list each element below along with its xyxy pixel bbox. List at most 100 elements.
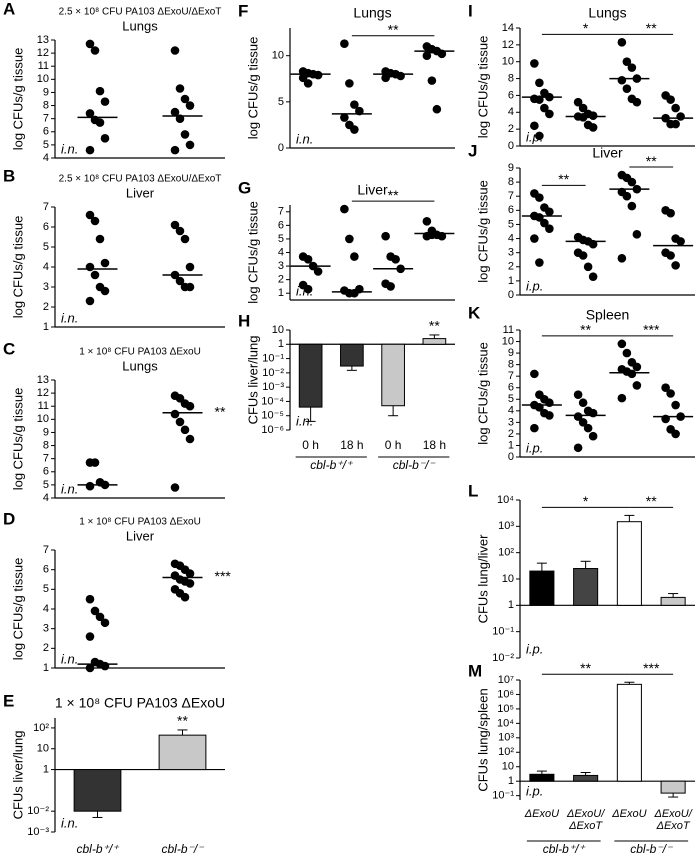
y-tick-label: 14 (502, 22, 514, 34)
route-note: i.n. (61, 815, 78, 830)
data-dot (530, 59, 539, 68)
data-dot (622, 191, 632, 201)
bar (660, 780, 686, 794)
panel-letter: H (238, 311, 250, 330)
x-tick-label: ΔExoU (524, 808, 560, 820)
y-tick-label: 3 (278, 260, 284, 272)
x-tick-label: 0 h (385, 438, 402, 452)
data-dot (90, 606, 100, 616)
y-tick-label: 10 (37, 413, 49, 425)
data-dot (671, 119, 680, 129)
panel-title: 2.5 × 10⁸ CFU PA103 ΔExoU/ΔExoT (59, 7, 222, 18)
x-tick-label: 18 h (340, 438, 363, 452)
y-axis-label: log CFUs/g tissue (10, 388, 25, 491)
y-tick-label: 10 (37, 73, 49, 85)
y-tick-label: 11 (38, 60, 49, 72)
y-tick-label: 3 (43, 281, 49, 293)
y-tick-label: 4 (43, 603, 49, 615)
data-dot (170, 107, 180, 117)
significance: ** (580, 660, 591, 676)
data-dot (90, 270, 100, 280)
group-label: cbl-b⁺/⁺ (310, 458, 354, 472)
y-tick-label: 7 (43, 113, 49, 125)
y-tick-label: 10⁻³ (27, 826, 49, 838)
y-tick-label: 7 (508, 370, 514, 382)
data-dot (185, 569, 195, 578)
panel-letter: F (238, 1, 248, 20)
data-dot (632, 381, 642, 390)
y-tick-label: 2 (278, 274, 284, 286)
data-dot (303, 284, 313, 294)
x-tick-label: ΔExoU/ ΔExoT (566, 808, 605, 832)
y-tick-label: 7 (278, 206, 284, 218)
data-dot (627, 201, 637, 211)
data-dot (185, 101, 195, 110)
data-dot (588, 123, 598, 132)
data-dot (535, 131, 544, 141)
panel-title: Liver (592, 145, 623, 161)
y-tick-label: 3 (508, 247, 514, 259)
data-dot (427, 76, 437, 85)
bar (73, 769, 122, 812)
y-tick-label: 10 (502, 335, 514, 347)
data-dot (100, 286, 110, 296)
data-dot (588, 111, 598, 120)
y-axis-label: log CFUs/g tissue (10, 558, 25, 661)
significance: ** (646, 493, 657, 509)
y-tick-label: 12 (502, 39, 514, 51)
data-dot (617, 393, 627, 403)
data-dot (313, 70, 323, 80)
data-dot (573, 412, 583, 421)
bar (616, 521, 642, 606)
data-dot (340, 39, 349, 48)
y-tick-label: 10⁻³ (262, 381, 284, 393)
panel-letter: K (468, 303, 481, 322)
panel-subtitle: Liver (126, 528, 155, 543)
data-dot (100, 97, 110, 106)
data-dot (90, 46, 100, 55)
y-axis-label: log CFUs/g tissue (475, 180, 490, 283)
data-dot (627, 369, 637, 379)
route-note: i.n. (61, 141, 78, 156)
x-tick-label: 18 h (423, 438, 446, 452)
y-tick-label: 6 (508, 204, 514, 216)
significance: ** (646, 20, 657, 36)
y-tick-label: 12 (37, 387, 49, 399)
data-dot (170, 145, 180, 155)
route-note: i.n. (296, 131, 313, 146)
data-dot (540, 218, 549, 228)
y-tick-label: 7 (43, 544, 49, 556)
data-dot (85, 481, 95, 491)
data-dot (85, 663, 95, 673)
y-tick-label: 1 (43, 662, 49, 674)
y-tick-label: 10⁻¹ (492, 790, 514, 802)
y-tick-label: 4 (508, 232, 514, 244)
y-tick-label: 9 (508, 347, 514, 359)
y-tick-label: 7 (43, 453, 49, 465)
y-tick-label: 2 (43, 301, 49, 313)
y-tick-label: 6 (508, 89, 514, 101)
y-tick-label: 1 (508, 439, 514, 451)
data-dot (545, 411, 554, 420)
y-tick-label: 8 (508, 176, 514, 188)
data-dot (180, 592, 190, 602)
significance: *** (643, 660, 660, 676)
data-dot (85, 296, 95, 306)
panel-letter: E (3, 691, 14, 710)
panel-letter: A (3, 0, 15, 18)
x-tick-label: ΔExoU (612, 808, 647, 820)
y-tick-label: 0 (508, 451, 514, 463)
data-dot (85, 145, 95, 155)
data-dot (583, 423, 593, 433)
y-tick-label: 8 (508, 359, 514, 371)
data-dot (617, 38, 627, 47)
significance: ** (177, 713, 188, 729)
y-tick-label: 10⁵ (497, 703, 514, 715)
data-dot (350, 100, 359, 109)
data-dot (535, 258, 544, 267)
bar (573, 774, 599, 782)
y-tick-label: 10⁶ (497, 688, 514, 700)
y-tick-label: 4 (43, 261, 49, 273)
y-axis-label: CFUs liver/lung (245, 336, 260, 425)
y-tick-label: 10 (272, 324, 284, 336)
